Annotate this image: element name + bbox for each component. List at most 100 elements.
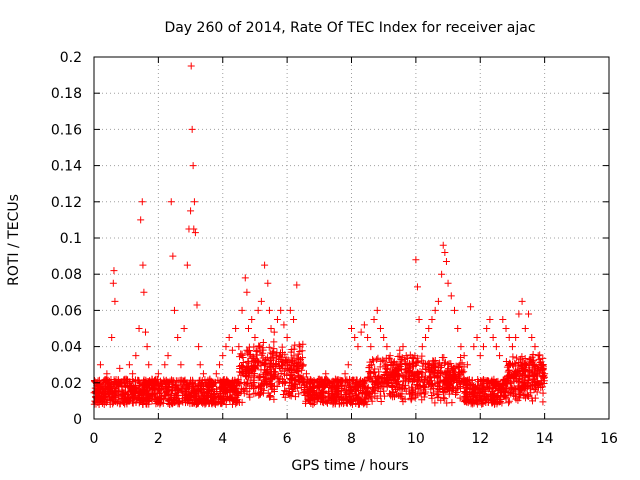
noise-point bbox=[524, 392, 532, 400]
x-tick-label: 12 bbox=[471, 431, 489, 447]
noise-point bbox=[402, 387, 410, 395]
noise-point bbox=[506, 379, 514, 387]
noise-point bbox=[408, 378, 416, 386]
noise-point bbox=[265, 393, 273, 401]
noise-point bbox=[281, 387, 289, 395]
noise-point bbox=[516, 394, 524, 402]
noise-point bbox=[223, 387, 231, 395]
noise-point bbox=[510, 384, 518, 392]
data-point bbox=[111, 297, 119, 305]
data-point bbox=[235, 343, 243, 351]
data-point bbox=[422, 334, 430, 342]
noise-point bbox=[436, 385, 444, 393]
data-point bbox=[479, 343, 487, 351]
data-point bbox=[187, 207, 195, 215]
noise-point bbox=[234, 375, 242, 383]
noise-point bbox=[431, 369, 439, 377]
noise-point bbox=[336, 399, 344, 407]
noise-point bbox=[539, 389, 547, 397]
noise-point bbox=[471, 385, 479, 393]
noise-point bbox=[282, 387, 290, 395]
noise-point bbox=[521, 378, 529, 386]
noise-point bbox=[178, 384, 186, 392]
data-point bbox=[170, 306, 178, 314]
data-point bbox=[508, 343, 516, 351]
noise-point bbox=[502, 378, 510, 386]
noise-point bbox=[343, 399, 351, 407]
y-tick-label: 0.12 bbox=[51, 195, 82, 211]
noise-point bbox=[216, 389, 224, 397]
noise-point bbox=[494, 387, 502, 395]
noise-point bbox=[449, 366, 457, 374]
noise-point bbox=[408, 389, 416, 397]
noise-point bbox=[516, 355, 524, 363]
data-point bbox=[273, 315, 281, 323]
data-point bbox=[528, 334, 536, 342]
noise-point bbox=[242, 381, 250, 389]
noise-point bbox=[270, 338, 278, 346]
noise-point bbox=[262, 355, 270, 363]
noise-point bbox=[503, 373, 511, 381]
noise-point bbox=[486, 379, 494, 387]
noise-point bbox=[219, 390, 227, 398]
noise-point bbox=[103, 376, 111, 384]
data-point bbox=[143, 343, 151, 351]
data-point bbox=[139, 261, 147, 269]
noise-point bbox=[298, 347, 306, 355]
noise-point bbox=[269, 382, 277, 390]
data-point bbox=[193, 301, 201, 309]
data-point bbox=[187, 62, 195, 70]
data-point bbox=[190, 225, 198, 233]
noise-point bbox=[413, 381, 421, 389]
noise-point bbox=[135, 383, 143, 391]
data-point bbox=[232, 325, 240, 332]
noise-point bbox=[123, 393, 131, 401]
noise-point bbox=[359, 378, 367, 386]
noise-point bbox=[331, 400, 339, 408]
noise-point bbox=[470, 382, 478, 390]
noise-point bbox=[520, 383, 528, 391]
noise-point bbox=[99, 393, 107, 401]
noise-point bbox=[454, 362, 462, 370]
chart-title: Day 260 of 2014, Rate Of TEC Index for r… bbox=[164, 20, 535, 36]
noise-point bbox=[311, 390, 319, 398]
noise-point bbox=[194, 390, 202, 398]
noise-point bbox=[525, 362, 533, 370]
noise-point bbox=[113, 380, 121, 388]
data-point bbox=[348, 325, 355, 332]
noise-point bbox=[173, 391, 181, 399]
noise-point bbox=[299, 388, 307, 396]
data-point bbox=[396, 346, 404, 354]
noise-point bbox=[453, 388, 461, 396]
data-point bbox=[286, 306, 294, 314]
noise-point bbox=[179, 377, 187, 385]
noise-point bbox=[444, 383, 452, 391]
data-point bbox=[169, 252, 177, 260]
noise-point bbox=[228, 394, 236, 402]
noise-point bbox=[278, 343, 286, 351]
noise-point bbox=[406, 351, 414, 359]
data-point bbox=[483, 325, 491, 332]
data-point bbox=[518, 297, 526, 305]
noise-point bbox=[348, 386, 356, 394]
noise-point bbox=[364, 384, 372, 392]
data-point bbox=[302, 370, 310, 378]
axis-ticks: 0 0.02 0.04 0.06 0.08 0.1 0.12 0.14 0.16 0.18 0.2 0… bbox=[51, 50, 618, 447]
noise-point bbox=[233, 379, 241, 387]
noise-point bbox=[449, 383, 457, 391]
noise-point bbox=[175, 400, 183, 408]
noise-point bbox=[125, 379, 133, 387]
data-point bbox=[154, 370, 162, 378]
data-point bbox=[370, 315, 378, 323]
noise-point bbox=[198, 377, 206, 385]
data-point bbox=[254, 306, 262, 314]
noise-point bbox=[296, 379, 304, 387]
noise-point bbox=[112, 381, 120, 389]
noise-point bbox=[371, 373, 379, 381]
noise-point bbox=[431, 399, 439, 407]
data-point bbox=[425, 325, 433, 332]
noise-point bbox=[323, 398, 331, 406]
noise-point bbox=[521, 391, 529, 399]
noise-point bbox=[334, 387, 342, 395]
data-point bbox=[451, 306, 458, 314]
